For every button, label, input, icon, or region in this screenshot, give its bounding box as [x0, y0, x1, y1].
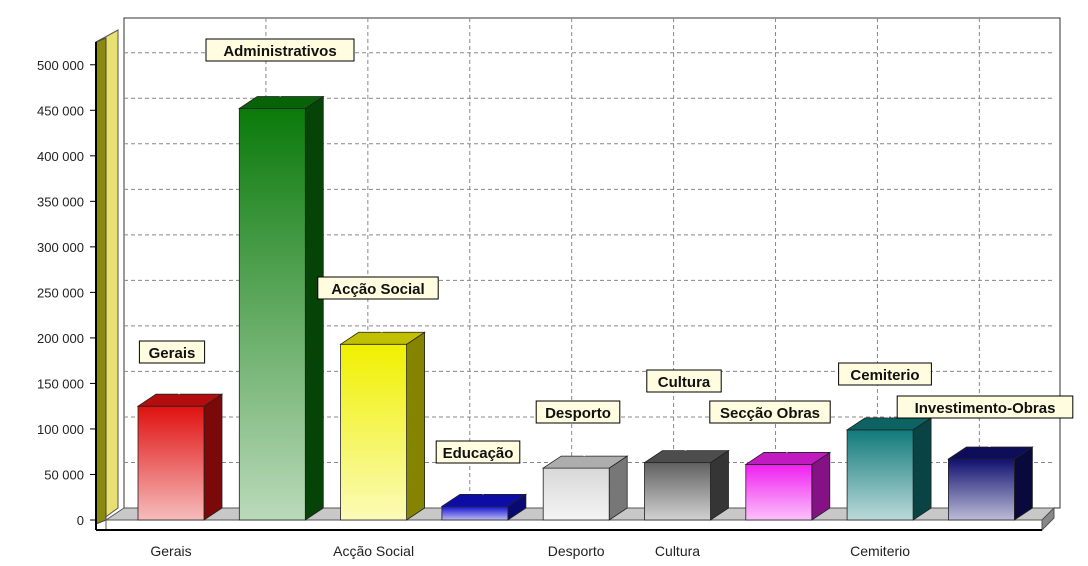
bar-cultura — [643, 436, 730, 521]
data-label-box — [138, 340, 206, 364]
x-tick-label: Cultura — [655, 543, 700, 559]
data-label-text: Cemiterio — [850, 367, 919, 384]
data-label: Desporto — [535, 400, 621, 424]
bar-top — [339, 331, 426, 345]
bar-front — [644, 462, 711, 521]
bar-front — [340, 343, 408, 521]
bar-side — [203, 393, 223, 521]
data-label-box — [646, 369, 722, 393]
bar-side — [304, 95, 324, 521]
data-labels: Gerais Administrativos Acção Social Educaçã… — [138, 38, 1074, 464]
data-label-text: Investimento-Obras — [915, 400, 1056, 417]
bar-ac-o-social — [339, 318, 426, 521]
data-label-box — [205, 38, 355, 62]
y-tick-label: 450 000 — [37, 103, 84, 118]
bar-side — [1014, 446, 1033, 521]
bars — [136, 82, 1034, 521]
data-label-text: Administrativos — [223, 43, 336, 60]
bar-front — [137, 405, 205, 521]
bar-top — [136, 393, 224, 407]
bar-top — [541, 455, 629, 469]
data-label: Secção Obras — [709, 400, 831, 424]
x-tick-label: Cemiterio — [850, 543, 910, 559]
y-tick-label: 100 000 — [37, 422, 84, 437]
bar-front — [441, 505, 509, 521]
bar-educa-o — [440, 480, 528, 521]
y-tick-label: 400 000 — [37, 149, 84, 164]
data-label-text: Desporto — [545, 405, 611, 422]
bar-front — [948, 458, 1015, 521]
y-tick-label: 500 000 — [37, 58, 84, 73]
x-axis-labels: Gerais Acção Social Desporto Cultura Cemiter… — [150, 543, 910, 559]
bar-top — [643, 450, 730, 464]
y-tick-label: 0 — [77, 513, 84, 528]
bar-front — [846, 429, 914, 521]
data-label-text: Acção Social — [331, 281, 424, 298]
x-tick-label: Desporto — [548, 543, 605, 559]
data-label-box — [838, 362, 932, 386]
bar-cemiterio — [845, 403, 933, 521]
bar-side — [912, 417, 932, 521]
data-label: Educação — [435, 440, 521, 464]
data-label-box — [709, 400, 831, 424]
bar-top — [440, 493, 528, 507]
y-tick-label: 250 000 — [37, 285, 84, 300]
floor-side — [1041, 506, 1055, 532]
data-label-box — [435, 440, 521, 464]
data-label: Administrativos — [205, 38, 355, 62]
y-tick-label: 200 000 — [37, 331, 84, 346]
bar-top — [237, 96, 325, 109]
floor-front — [105, 519, 1043, 531]
x-tick-label: Acção Social — [333, 543, 414, 559]
bar-investimento-obras — [947, 432, 1034, 521]
bar-front — [238, 108, 306, 521]
data-label-text: Educação — [443, 445, 514, 462]
data-label: Acção Social — [317, 276, 439, 300]
data-label-box — [896, 395, 1074, 419]
bar-desporto — [541, 442, 629, 521]
y-tick-label: 50 000 — [44, 467, 84, 482]
axes — [95, 42, 1042, 531]
bar-administrativos — [237, 82, 325, 521]
bar-gerais — [136, 380, 224, 521]
data-label: Gerais — [138, 340, 206, 364]
y-axis-ticks: 0 50 000 100 000 150 000 200 000 250 000 300 0… — [37, 58, 96, 528]
bar-top — [744, 452, 832, 465]
data-label-text: Secção Obras — [720, 405, 820, 422]
y-tick-label: 300 000 — [37, 240, 84, 255]
bar-sec-o-obras — [744, 438, 832, 521]
data-label: Cultura — [646, 369, 722, 393]
x-tick-label: Gerais — [150, 543, 191, 559]
y-tick-label: 350 000 — [37, 194, 84, 209]
y-tick-label: 150 000 — [37, 376, 84, 391]
bar-front — [542, 467, 610, 521]
data-label: Cemiterio — [838, 362, 932, 386]
bar-side — [406, 331, 426, 521]
data-label-box — [535, 400, 621, 424]
left-wall-edge — [95, 37, 107, 525]
data-label: Investimento-Obras — [896, 395, 1074, 419]
data-label-text: Cultura — [658, 374, 711, 391]
data-label-text: Gerais — [149, 345, 196, 362]
bar-front — [745, 464, 813, 521]
bar-top — [947, 446, 1034, 460]
data-label-box — [317, 276, 439, 300]
